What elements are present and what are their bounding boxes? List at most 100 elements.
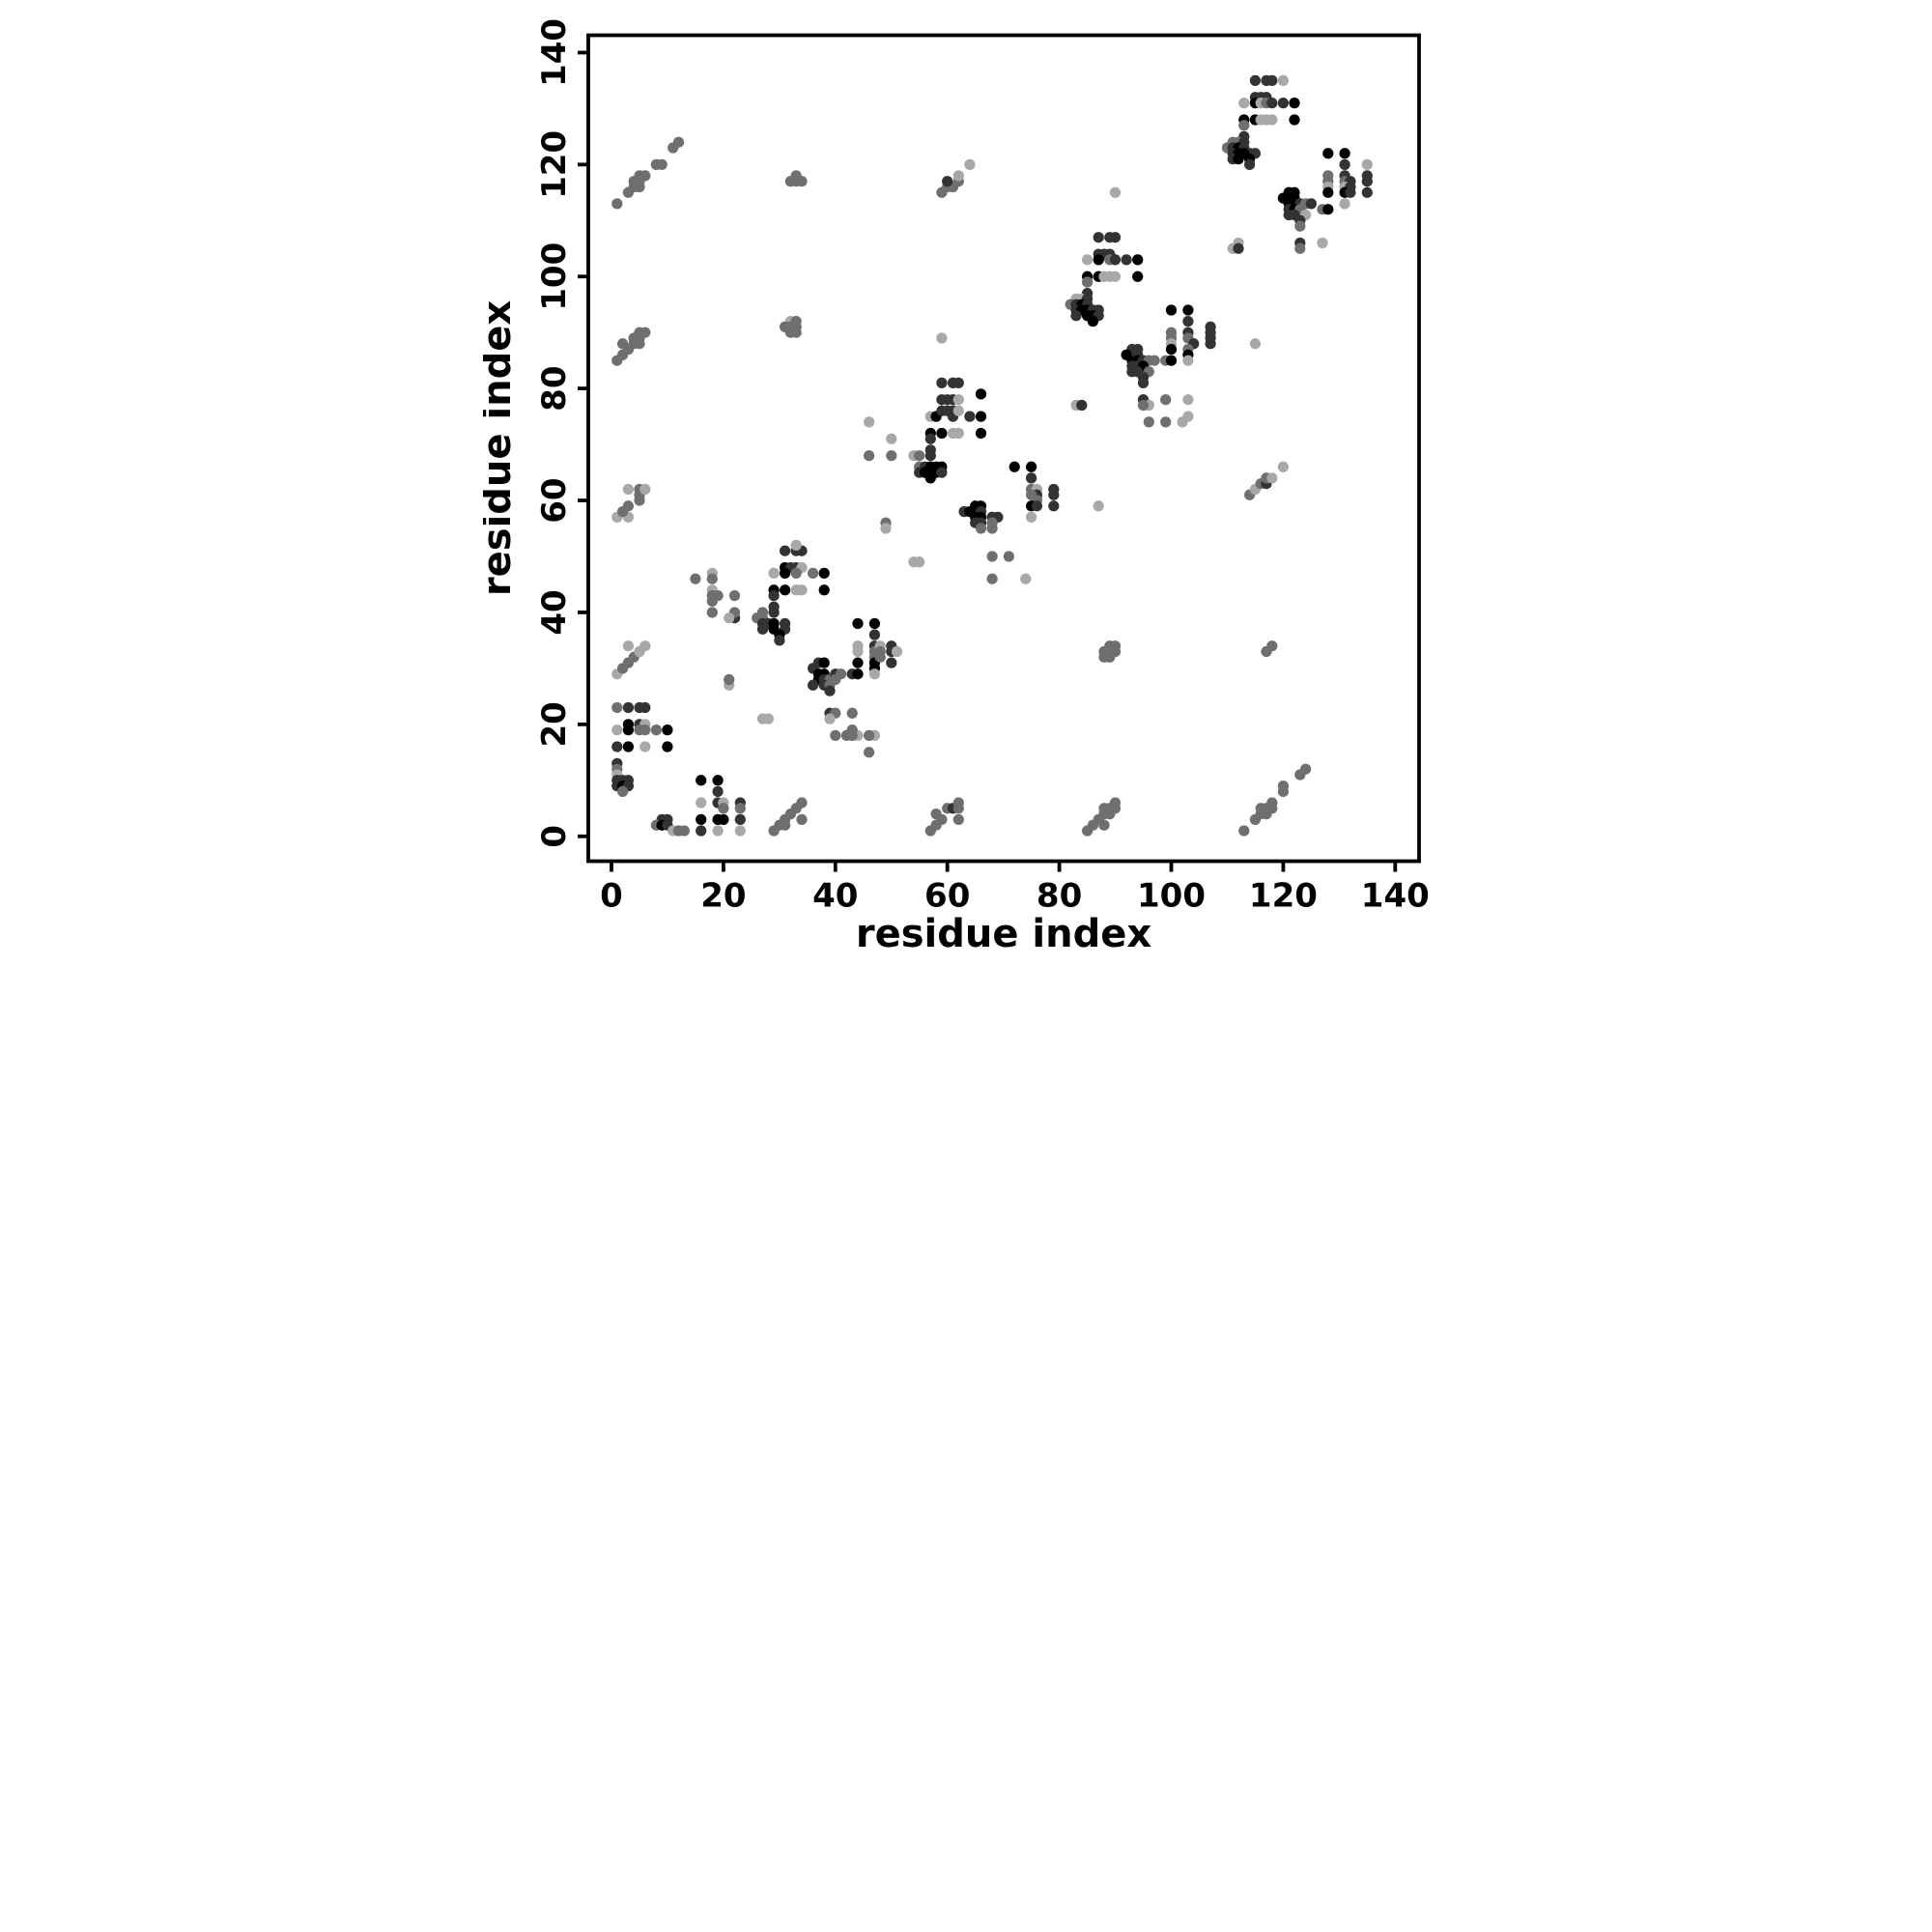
data-point bbox=[724, 612, 735, 624]
data-point bbox=[1160, 416, 1172, 428]
data-point bbox=[734, 813, 746, 826]
data-point bbox=[807, 567, 819, 580]
data-point bbox=[706, 595, 718, 608]
data-point bbox=[1098, 819, 1110, 831]
data-point bbox=[868, 629, 881, 640]
data-point bbox=[891, 645, 903, 658]
data-point bbox=[1109, 232, 1122, 243]
data-point bbox=[840, 729, 853, 742]
data-point bbox=[678, 825, 690, 837]
data-point bbox=[930, 808, 942, 820]
data-point bbox=[1345, 186, 1356, 198]
data-point bbox=[924, 450, 936, 462]
data-point bbox=[1025, 461, 1037, 472]
data-point bbox=[1238, 97, 1250, 109]
data-point bbox=[952, 797, 964, 809]
data-point bbox=[1299, 763, 1312, 775]
data-point bbox=[622, 500, 635, 512]
data-point bbox=[964, 158, 976, 171]
y-tick-label: 100 bbox=[535, 242, 574, 311]
data-point bbox=[616, 338, 629, 350]
data-point bbox=[622, 741, 635, 753]
data-point bbox=[718, 803, 729, 814]
data-point bbox=[975, 388, 987, 400]
data-point bbox=[1160, 394, 1172, 406]
data-point bbox=[724, 673, 735, 686]
y-tick-label: 60 bbox=[535, 477, 574, 523]
y-tick-label: 140 bbox=[535, 18, 574, 87]
data-point bbox=[790, 327, 802, 338]
data-point bbox=[1149, 355, 1160, 366]
data-point bbox=[718, 813, 729, 826]
data-point bbox=[734, 803, 746, 814]
plot-frame bbox=[586, 33, 1421, 864]
data-point bbox=[1109, 270, 1122, 282]
data-point bbox=[952, 377, 964, 389]
data-point bbox=[914, 450, 925, 462]
data-point bbox=[1294, 220, 1306, 232]
data-point bbox=[936, 467, 948, 478]
figure-container: 0 20 40 60 80 100 120 140 0 20 40 60 80 100 120 140 re… bbox=[483, 0, 1449, 966]
data-point bbox=[1238, 825, 1250, 837]
data-point bbox=[818, 584, 830, 596]
data-point bbox=[611, 741, 623, 753]
data-point bbox=[1249, 74, 1262, 87]
data-point bbox=[639, 640, 651, 652]
data-point bbox=[1025, 472, 1037, 484]
data-point bbox=[1048, 500, 1060, 512]
data-point bbox=[1165, 343, 1178, 355]
data-point bbox=[1277, 461, 1290, 472]
data-point bbox=[706, 607, 718, 618]
data-point bbox=[1009, 461, 1020, 472]
data-point bbox=[1289, 114, 1300, 126]
data-point bbox=[824, 713, 836, 724]
data-point bbox=[1305, 198, 1318, 210]
data-point bbox=[768, 567, 780, 580]
data-point bbox=[1233, 242, 1244, 254]
data-point bbox=[986, 551, 998, 562]
data-point bbox=[650, 724, 663, 736]
data-point bbox=[712, 785, 724, 798]
data-point bbox=[672, 136, 685, 148]
data-point bbox=[728, 589, 741, 602]
data-point bbox=[639, 170, 651, 182]
data-point bbox=[818, 657, 830, 668]
data-point bbox=[1277, 97, 1290, 109]
data-point bbox=[622, 724, 635, 736]
data-point bbox=[975, 411, 987, 422]
data-point bbox=[1233, 153, 1244, 165]
data-point bbox=[952, 170, 964, 182]
data-point bbox=[852, 617, 864, 630]
data-point bbox=[706, 573, 718, 584]
data-point bbox=[639, 724, 651, 736]
x-axis-ticks: 0 20 40 60 80 100 120 140 bbox=[600, 861, 1430, 916]
data-point bbox=[1003, 551, 1015, 562]
data-point bbox=[1238, 120, 1250, 131]
data-point bbox=[1137, 399, 1150, 412]
y-tick-label: 80 bbox=[535, 365, 574, 411]
data-point bbox=[964, 411, 976, 422]
data-point bbox=[1109, 186, 1122, 198]
data-point bbox=[886, 433, 897, 444]
data-point bbox=[863, 729, 875, 742]
data-point bbox=[1093, 500, 1104, 512]
data-point bbox=[1322, 204, 1334, 215]
data-point bbox=[1322, 186, 1334, 198]
data-point bbox=[622, 701, 635, 714]
data-point bbox=[1266, 114, 1278, 126]
y-axis-title: residue index bbox=[483, 300, 520, 596]
data-point bbox=[1277, 780, 1290, 792]
data-point bbox=[975, 523, 987, 534]
data-point bbox=[790, 567, 802, 580]
data-point bbox=[1109, 254, 1122, 266]
data-points-layer bbox=[611, 74, 1373, 837]
data-point bbox=[779, 584, 791, 596]
x-tick-label: 100 bbox=[1137, 877, 1206, 916]
x-tick-label: 140 bbox=[1361, 877, 1430, 916]
data-point bbox=[1025, 511, 1037, 524]
data-point bbox=[824, 685, 836, 696]
data-point bbox=[1317, 237, 1328, 249]
data-point bbox=[852, 668, 864, 680]
data-point bbox=[852, 645, 864, 658]
data-point bbox=[1076, 399, 1088, 412]
